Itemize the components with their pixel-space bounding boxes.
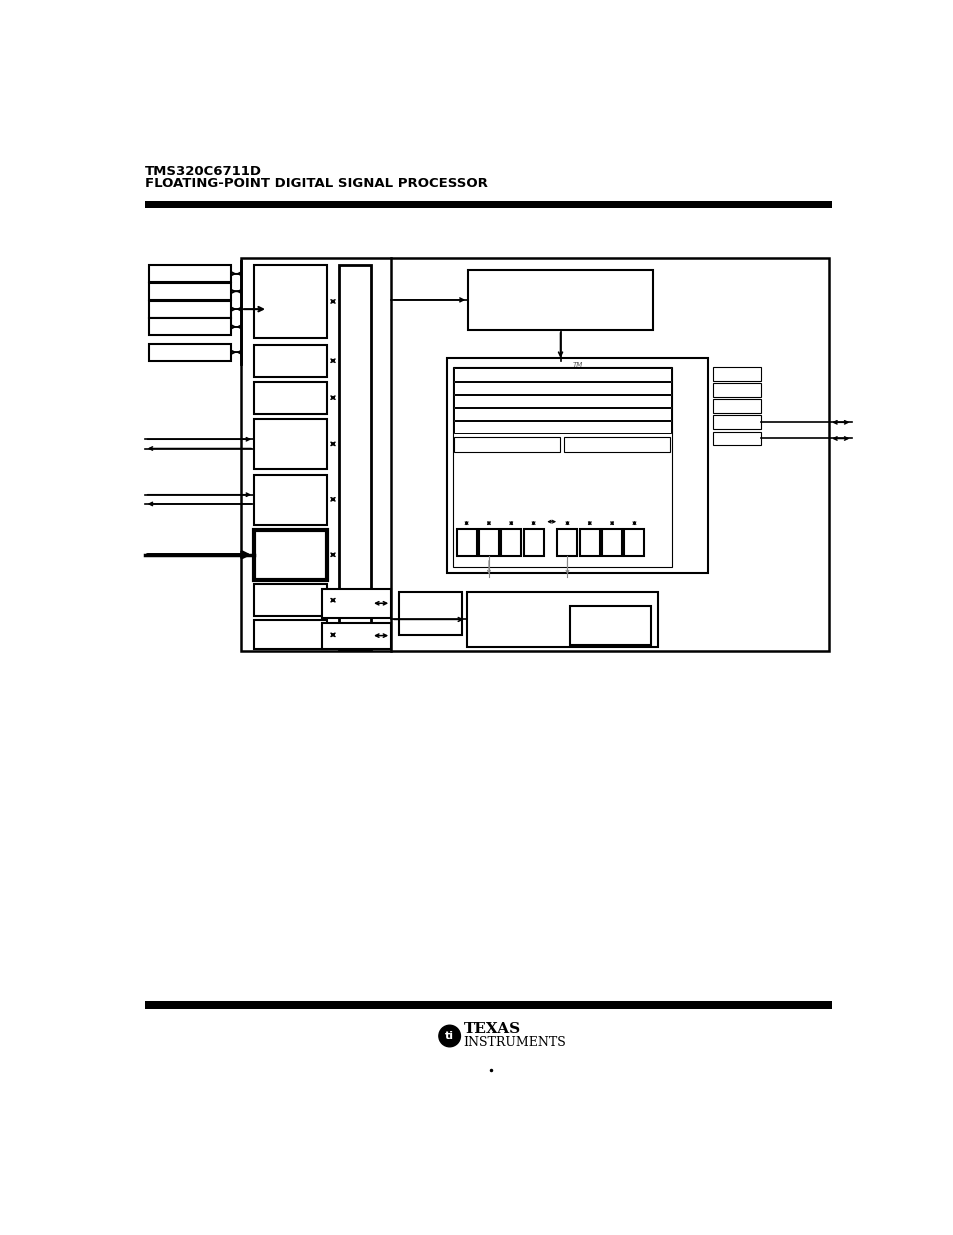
Text: TMS320C6711D: TMS320C6711D <box>145 165 261 178</box>
Bar <box>564 437 669 452</box>
Bar <box>454 368 670 380</box>
Text: TM: TM <box>572 362 582 368</box>
Bar <box>478 529 498 556</box>
Bar <box>253 345 327 377</box>
Bar <box>241 258 828 651</box>
Bar <box>145 1002 831 1009</box>
Bar <box>454 382 670 394</box>
Bar <box>601 529 621 556</box>
Bar <box>557 529 577 556</box>
Bar <box>454 421 670 433</box>
Bar <box>398 593 461 635</box>
Bar <box>253 584 327 616</box>
Bar <box>712 431 760 446</box>
Circle shape <box>438 1025 460 1047</box>
Bar <box>149 343 231 361</box>
Bar <box>253 530 327 580</box>
Text: INSTRUMENTS: INSTRUMENTS <box>463 1036 566 1050</box>
Bar <box>712 367 760 380</box>
Bar <box>468 270 652 330</box>
Bar <box>149 300 231 317</box>
Bar <box>454 437 559 452</box>
Text: FLOATING-POINT DIGITAL SIGNAL PROCESSOR: FLOATING-POINT DIGITAL SIGNAL PROCESSOR <box>145 178 487 190</box>
Bar <box>149 319 231 336</box>
Bar <box>624 529 644 556</box>
Bar <box>456 529 476 556</box>
Bar <box>500 529 520 556</box>
Bar <box>454 408 670 420</box>
Text: ti: ti <box>445 1031 454 1041</box>
Bar <box>253 266 327 338</box>
Bar <box>149 266 231 282</box>
Bar <box>712 383 760 396</box>
Bar <box>569 606 650 645</box>
Bar <box>321 589 391 618</box>
Bar <box>579 529 599 556</box>
Bar <box>253 382 327 414</box>
Bar <box>253 474 327 525</box>
Bar <box>446 358 708 573</box>
Bar <box>149 283 231 300</box>
Bar <box>321 622 391 650</box>
Text: TEXAS: TEXAS <box>463 1023 520 1036</box>
Bar <box>466 592 657 647</box>
Bar <box>253 419 327 469</box>
Bar <box>253 620 327 650</box>
Bar <box>145 200 831 209</box>
Bar <box>523 529 543 556</box>
Bar <box>338 266 371 651</box>
Bar <box>453 367 672 567</box>
Bar <box>712 399 760 412</box>
Bar <box>712 415 760 430</box>
Bar <box>454 395 670 406</box>
